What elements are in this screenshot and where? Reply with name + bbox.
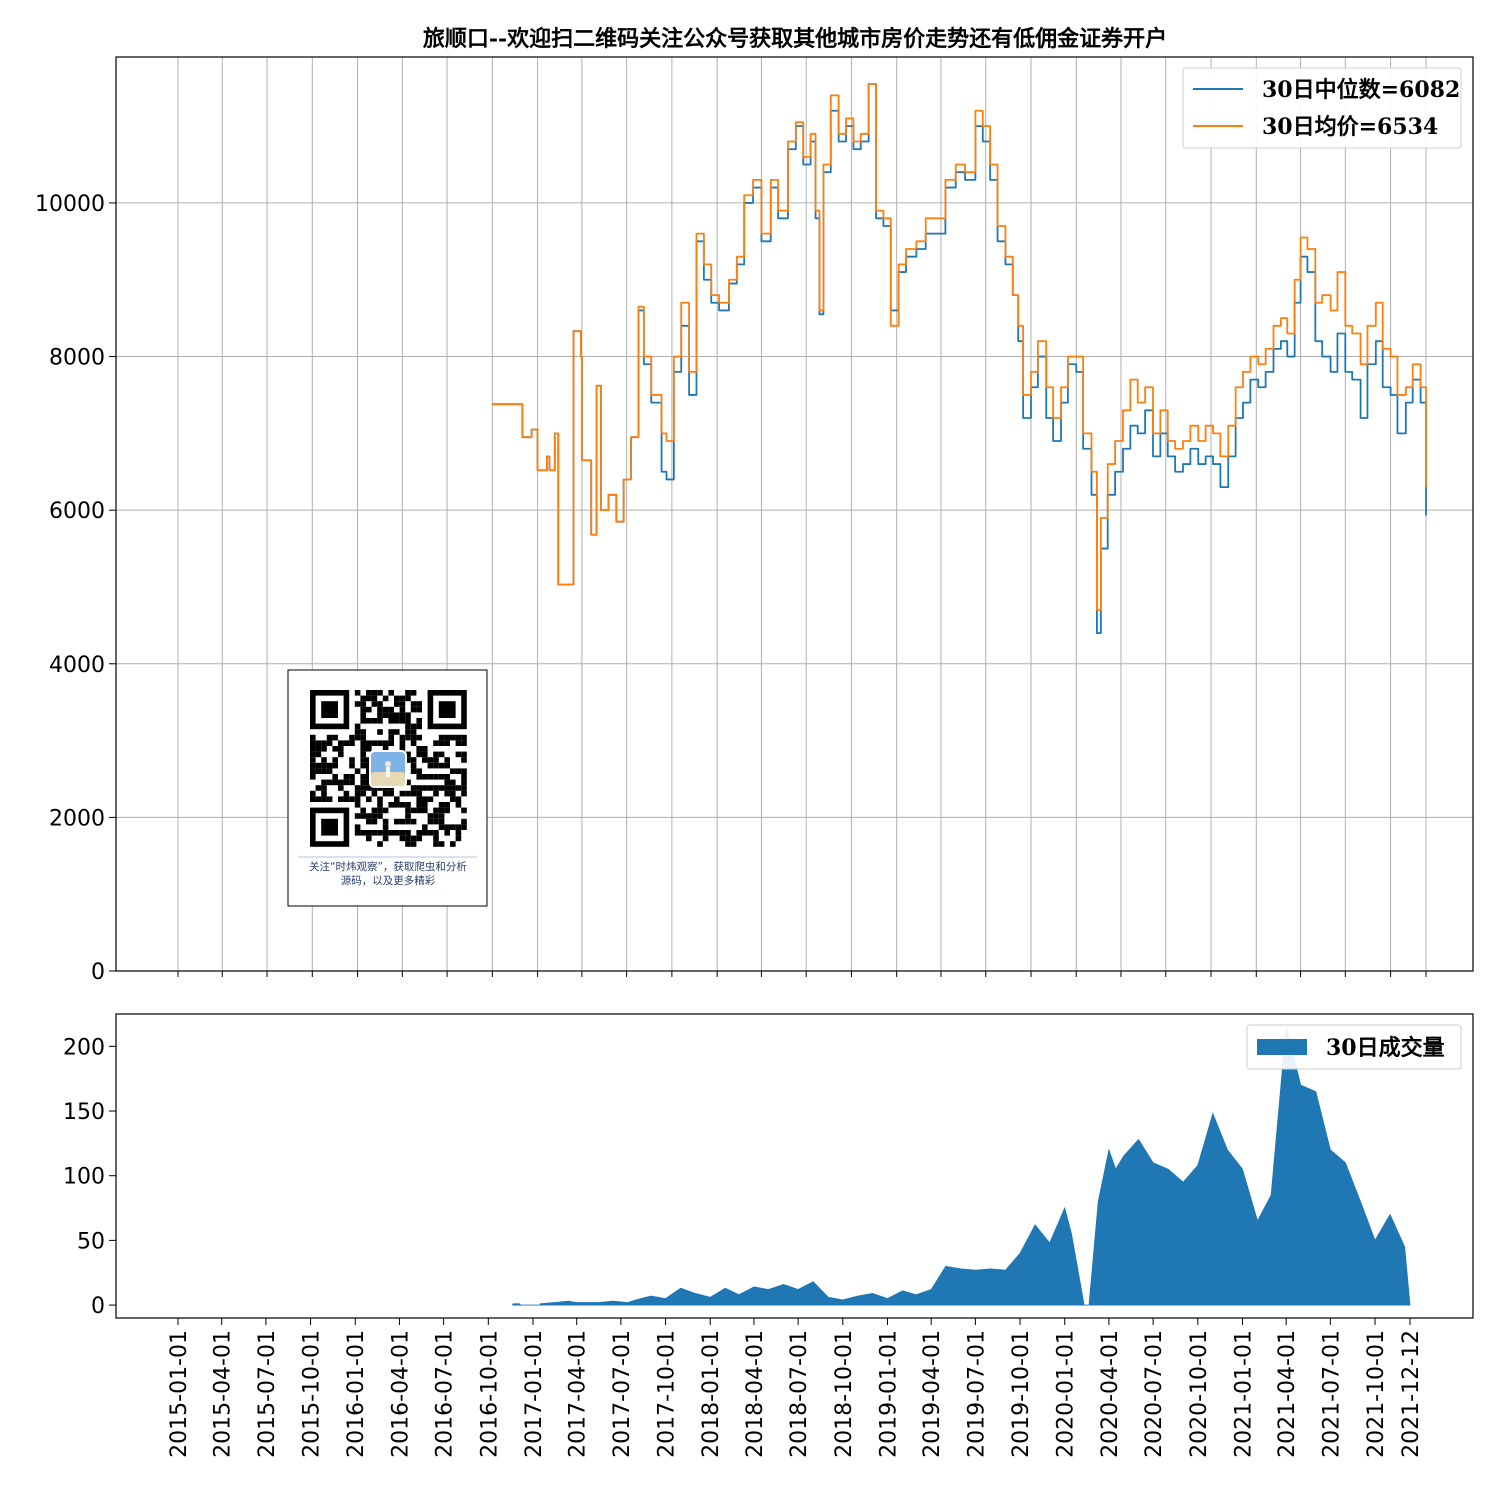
x-tick-label: 2016-04-01	[388, 1330, 413, 1458]
legend-mean-label: 30日均价=6534	[1262, 114, 1438, 140]
price-series-layer	[492, 82, 1427, 634]
volume-series-layer	[512, 1026, 1411, 1306]
x-tick-label: 2017-04-01	[566, 1330, 591, 1458]
x-tick-label: 2019-10-01	[1009, 1330, 1034, 1458]
qr-code-card: 关注“时炜观察”，获取爬虫和分析 源码，以及更多精彩	[287, 669, 488, 907]
x-tick-label: 2018-04-01	[743, 1330, 768, 1458]
x-tick-label: 2018-10-01	[832, 1330, 857, 1458]
x-tick-label: 2021-10-01	[1364, 1330, 1389, 1458]
x-tick-label: 2018-01-01	[699, 1330, 724, 1458]
x-tick-label: 2015-10-01	[300, 1330, 325, 1458]
volume-y-tick-label: 0	[91, 1294, 105, 1319]
x-tick-label: 2019-01-01	[876, 1330, 901, 1458]
price-plot-area	[115, 56, 1474, 972]
price-y-tick-label: 4000	[49, 653, 105, 678]
x-tick-label: 2017-10-01	[655, 1330, 680, 1458]
price-y-tick-label: 6000	[49, 499, 105, 524]
x-tick-label: 2020-04-01	[1098, 1330, 1123, 1458]
price-y-axis: 0 2000 4000 6000 8000 10000	[35, 192, 116, 985]
x-tick-label: 2015-01-01	[167, 1330, 192, 1458]
x-tick-label: 2020-07-01	[1142, 1330, 1167, 1458]
x-tick-label: 2017-01-01	[522, 1330, 547, 1458]
x-tick-label: 2018-07-01	[787, 1330, 812, 1458]
mean-price-line	[492, 82, 1427, 611]
volume-legend: 30日成交量	[1246, 1024, 1462, 1070]
volume-y-tick-label: 150	[63, 1100, 105, 1125]
price-grid	[116, 57, 1473, 972]
volume-y-tick-label: 200	[63, 1035, 105, 1060]
volume-y-axis: 0 50 100 150 200	[63, 1035, 116, 1319]
x-tick-label: 2016-10-01	[477, 1330, 502, 1458]
qr-caption-line2: 源码，以及更多精彩	[341, 874, 436, 887]
legend-volume-label: 30日成交量	[1326, 1035, 1445, 1061]
price-y-tick-label: 0	[91, 960, 105, 985]
x-tick-label: 2015-07-01	[255, 1330, 280, 1458]
x-tick-label: 2016-07-01	[433, 1330, 458, 1458]
price-y-tick-label: 8000	[49, 346, 105, 371]
volume-x-axis: 2015-01-01 2015-04-01 2015-07-01 2015-10-01…	[167, 1318, 1424, 1458]
price-y-tick-label: 10000	[35, 192, 105, 217]
legend-median-label: 30日中位数=6082	[1262, 77, 1460, 103]
volume-plot-area	[115, 1013, 1474, 1319]
price-y-tick-label: 2000	[49, 806, 105, 831]
price-x-ticks	[177, 971, 1427, 977]
x-tick-label: 2016-01-01	[344, 1330, 369, 1458]
qr-avatar-icon	[369, 750, 407, 788]
volume-area	[512, 1026, 1411, 1306]
volume-y-tick-label: 100	[63, 1165, 105, 1190]
legend-volume-swatch	[1257, 1039, 1307, 1055]
price-legend: 30日中位数=6082 30日均价=6534	[1182, 67, 1462, 149]
x-tick-label: 2021-04-01	[1275, 1330, 1300, 1458]
median-price-line	[492, 82, 1427, 634]
x-tick-label: 2021-12-12	[1399, 1330, 1424, 1458]
x-tick-label: 2019-04-01	[920, 1330, 945, 1458]
x-tick-label: 2021-01-01	[1231, 1330, 1256, 1458]
volume-y-tick-label: 50	[77, 1229, 105, 1254]
x-tick-label: 2019-07-01	[964, 1330, 989, 1458]
x-tick-label: 2021-07-01	[1319, 1330, 1344, 1458]
chart-title: 旅顺口--欢迎扫二维码关注公众号获取其他城市房价走势还有低佣金证券开户	[423, 26, 1167, 52]
qr-caption-line1: 关注“时炜观察”，获取爬虫和分析	[309, 860, 467, 873]
x-tick-label: 2017-07-01	[610, 1330, 635, 1458]
x-tick-label: 2015-04-01	[211, 1330, 236, 1458]
x-tick-label: 2020-10-01	[1187, 1330, 1212, 1458]
x-tick-label: 2020-01-01	[1054, 1330, 1079, 1458]
